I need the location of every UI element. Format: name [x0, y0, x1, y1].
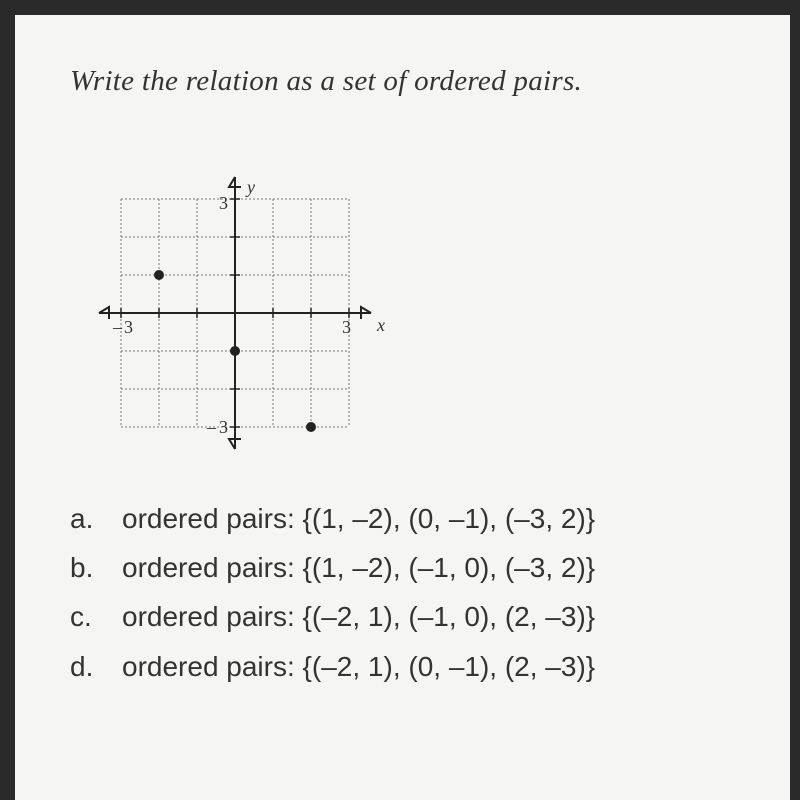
answer-text: ordered pairs: {(–2, 1), (–1, 0), (2, –3…: [122, 594, 595, 640]
answer-text: ordered pairs: {(1, –2), (–1, 0), (–3, 2…: [122, 545, 595, 591]
svg-text:–: –: [206, 417, 217, 437]
svg-text:–: –: [112, 317, 123, 337]
svg-text:3: 3: [219, 193, 228, 213]
coordinate-graph: yx–333–3: [80, 148, 390, 468]
svg-text:3: 3: [342, 317, 351, 337]
answer-letter: b.: [70, 545, 98, 591]
answer-option: c. ordered pairs: {(–2, 1), (–1, 0), (2,…: [70, 594, 755, 640]
svg-text:x: x: [376, 315, 385, 335]
answer-text: ordered pairs: {(1, –2), (0, –1), (–3, 2…: [122, 496, 595, 542]
svg-text:3: 3: [124, 317, 133, 337]
answer-option: a. ordered pairs: {(1, –2), (0, –1), (–3…: [70, 496, 755, 542]
svg-text:3: 3: [219, 417, 228, 437]
svg-text:y: y: [245, 177, 255, 197]
answer-list: a. ordered pairs: {(1, –2), (0, –1), (–3…: [70, 496, 755, 690]
answer-letter: a.: [70, 496, 98, 542]
answer-option: d. ordered pairs: {(–2, 1), (0, –1), (2,…: [70, 644, 755, 690]
answer-letter: c.: [70, 594, 98, 640]
page: Write the relation as a set of ordered p…: [15, 15, 790, 800]
answer-letter: d.: [70, 644, 98, 690]
answer-text: ordered pairs: {(–2, 1), (0, –1), (2, –3…: [122, 644, 595, 690]
question-text: Write the relation as a set of ordered p…: [70, 65, 755, 98]
graph-area: yx–333–3: [80, 148, 755, 468]
answer-option: b. ordered pairs: {(1, –2), (–1, 0), (–3…: [70, 545, 755, 591]
